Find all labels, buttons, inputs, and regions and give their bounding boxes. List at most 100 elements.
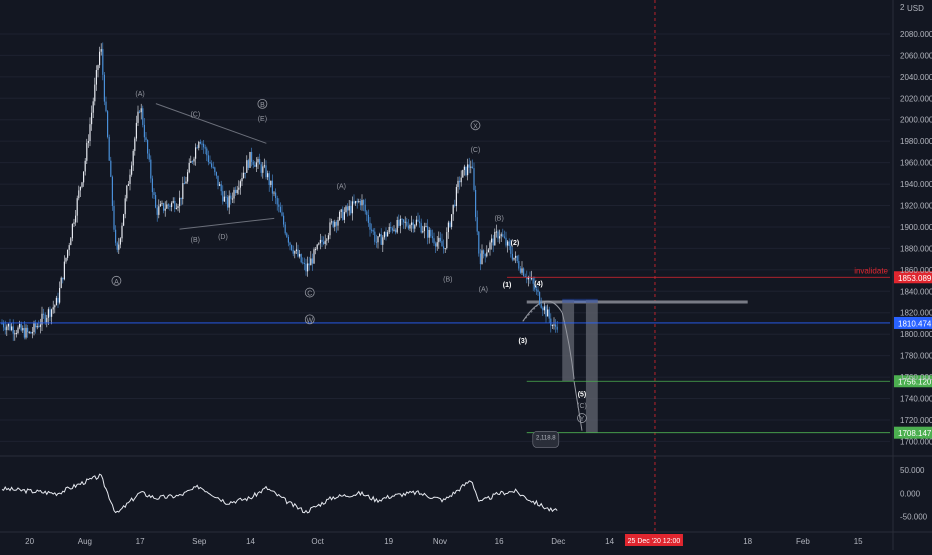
candle-body bbox=[391, 228, 393, 231]
candle-body bbox=[214, 167, 216, 173]
candle-body bbox=[207, 155, 209, 162]
candle-body bbox=[87, 141, 89, 143]
time-tick-label: 18 bbox=[743, 537, 752, 546]
candle-body bbox=[531, 278, 533, 280]
candle-body bbox=[387, 232, 389, 237]
price-tick-label: 1960.000 bbox=[900, 159, 932, 168]
corner-value: 2 bbox=[900, 3, 905, 12]
price-tick-label: 1840.000 bbox=[900, 287, 932, 296]
candle-body bbox=[175, 207, 177, 209]
candle-body bbox=[374, 231, 376, 242]
candle-body bbox=[244, 172, 246, 174]
candle-body bbox=[262, 166, 264, 173]
candle-body bbox=[169, 205, 171, 207]
time-tick-label: 15 bbox=[854, 537, 863, 546]
candle-body bbox=[377, 236, 379, 243]
wave-label: X bbox=[473, 123, 478, 130]
candle-body bbox=[116, 242, 118, 250]
candle-body bbox=[108, 137, 110, 161]
time-axis[interactable]: 20Aug17Sep14Oct19Nov16Dec14118Feb1525 De… bbox=[25, 534, 863, 546]
candle-body bbox=[161, 203, 163, 205]
candle-body bbox=[503, 236, 505, 238]
candle-body bbox=[495, 231, 497, 233]
candle-body bbox=[529, 277, 531, 279]
price-tick-label: 1800.000 bbox=[900, 330, 932, 339]
candle-body bbox=[17, 327, 19, 334]
wave-label: A bbox=[114, 279, 119, 286]
candle-body bbox=[172, 200, 174, 203]
candle-body bbox=[375, 241, 377, 243]
price-axis[interactable]: 1853.089 1810.474 1756.120 1708.147 2080.000… bbox=[894, 30, 932, 522]
candle-body bbox=[297, 249, 299, 257]
candle-body bbox=[137, 111, 139, 123]
candle-body bbox=[41, 313, 43, 325]
candle-body bbox=[484, 253, 486, 257]
candle-body bbox=[123, 214, 125, 226]
candle-body bbox=[294, 251, 296, 254]
wave-label: (1) bbox=[503, 282, 512, 289]
candle-body bbox=[11, 326, 13, 330]
candle-body bbox=[492, 238, 494, 246]
osc-tick-label: 50.000 bbox=[900, 466, 925, 475]
candle-body bbox=[478, 231, 480, 254]
candle-body bbox=[15, 333, 17, 335]
candle-body bbox=[332, 221, 334, 227]
candle-body bbox=[427, 226, 429, 238]
candle-body bbox=[291, 245, 293, 250]
candle-body bbox=[177, 206, 179, 208]
candle-body bbox=[86, 142, 88, 161]
candle-body bbox=[401, 218, 403, 220]
candle-body bbox=[182, 183, 184, 200]
candle-body bbox=[267, 173, 269, 178]
candle-body bbox=[166, 204, 168, 209]
candle-body bbox=[468, 164, 470, 168]
candle-body bbox=[271, 180, 273, 194]
level-badge-blue bbox=[894, 316, 932, 329]
candle-body bbox=[414, 225, 416, 229]
price-tick-label: 1740.000 bbox=[900, 395, 932, 404]
candle-body bbox=[188, 162, 190, 173]
candle-body bbox=[246, 160, 248, 173]
candle-body bbox=[313, 249, 315, 264]
candle-body bbox=[465, 166, 467, 176]
candle-body bbox=[315, 249, 317, 251]
candle-body bbox=[281, 212, 283, 216]
candle-body bbox=[196, 147, 198, 149]
candle-body bbox=[439, 237, 441, 242]
candle-body bbox=[147, 140, 149, 154]
time-highlight-badge bbox=[624, 534, 683, 546]
candle-body bbox=[83, 171, 85, 183]
candle-body bbox=[179, 197, 181, 207]
candle-body bbox=[228, 195, 230, 208]
candle-body bbox=[217, 175, 219, 186]
wave-label: (2) bbox=[511, 240, 520, 247]
time-tick-label: 14 bbox=[605, 537, 614, 546]
candle-body bbox=[265, 165, 267, 178]
candle-body bbox=[59, 288, 61, 303]
candle-body bbox=[92, 101, 94, 113]
candle-body bbox=[51, 309, 53, 317]
candle-body bbox=[31, 332, 33, 334]
level-label-blue: 1810.474 bbox=[898, 319, 932, 328]
price-series bbox=[1, 42, 558, 341]
indicator-widget bbox=[532, 431, 560, 448]
wave-label: (5) bbox=[578, 391, 587, 398]
candle-body bbox=[260, 164, 262, 173]
candle-body bbox=[321, 239, 323, 242]
candle-body bbox=[449, 222, 451, 227]
candle-body bbox=[164, 208, 166, 211]
candle-body bbox=[379, 234, 381, 237]
candle-body bbox=[462, 169, 464, 178]
time-tick-label: 20 bbox=[25, 537, 34, 546]
candle-body bbox=[459, 180, 461, 183]
candle-body bbox=[323, 241, 325, 244]
candle-body bbox=[487, 249, 489, 253]
candle-body bbox=[534, 283, 536, 290]
candle-body bbox=[199, 141, 201, 144]
candle-body bbox=[404, 221, 406, 223]
currency-label[interactable]: USD bbox=[907, 4, 924, 13]
candle-body bbox=[483, 250, 485, 254]
candle-body bbox=[532, 278, 534, 284]
